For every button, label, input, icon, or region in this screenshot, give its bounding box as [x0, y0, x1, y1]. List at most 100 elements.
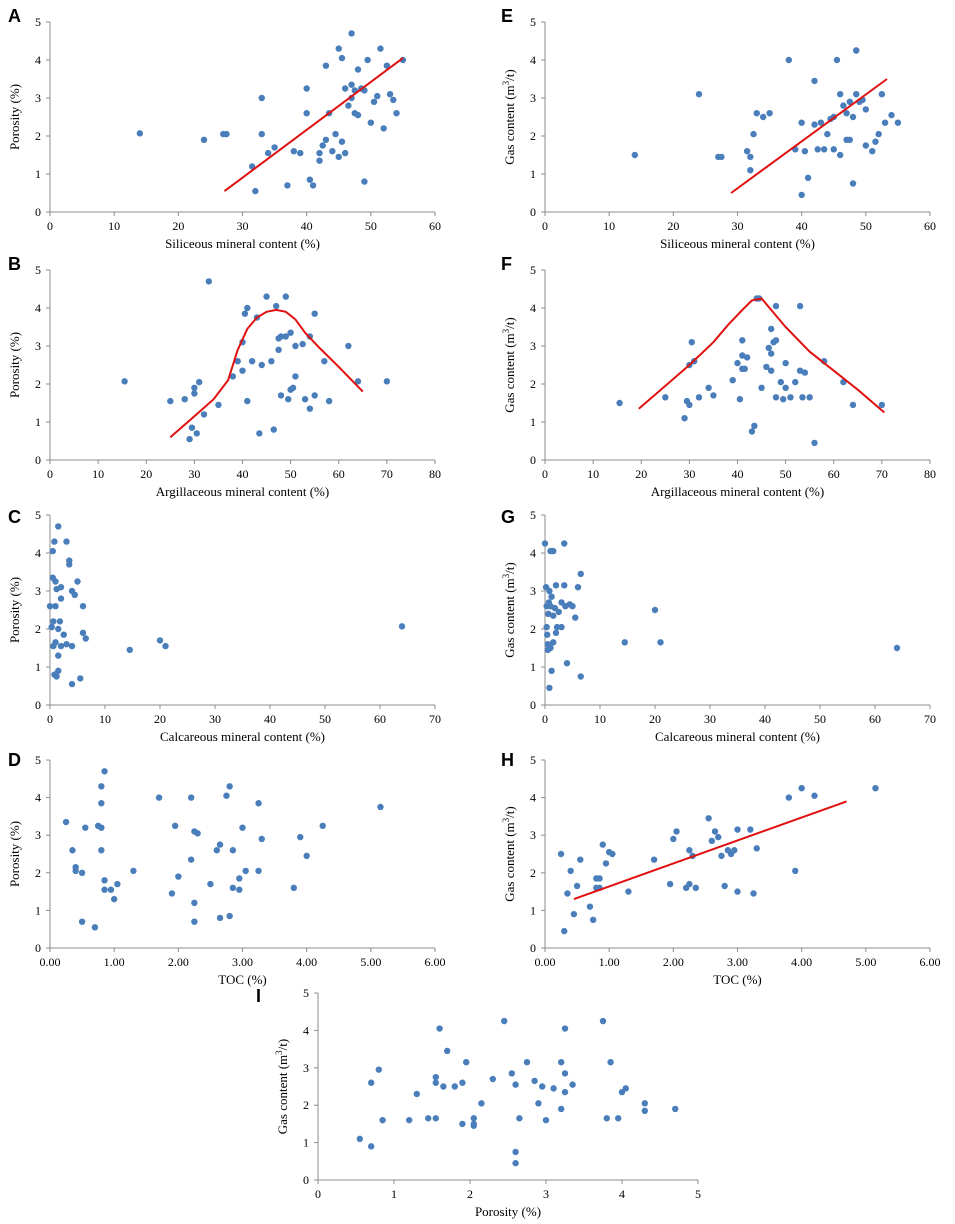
data-point: [60, 631, 67, 638]
data-point: [110, 895, 118, 903]
data-point: [688, 339, 695, 346]
data-point: [52, 603, 59, 610]
data-point: [398, 623, 406, 630]
data-point: [175, 873, 182, 880]
data-point: [718, 852, 725, 860]
data-point: [489, 1075, 496, 1083]
data-point: [338, 54, 346, 62]
data-point: [239, 367, 246, 374]
data-point: [57, 584, 65, 591]
data-point: [444, 1047, 451, 1055]
y-tick-label: 4: [35, 301, 41, 315]
data-point: [766, 110, 773, 117]
x-tick-label: 10: [99, 712, 111, 726]
data-point: [55, 652, 62, 659]
data-point: [743, 148, 751, 155]
data-point: [541, 540, 549, 547]
chart-panel-f: 0 10 20 30 40 50 60 70 80 0 1 2 3 4 5 Argillaceous mine…: [501, 254, 936, 499]
data-point: [223, 792, 230, 799]
data-point: [255, 800, 262, 807]
data-point: [345, 102, 352, 109]
x-axis-label: TOC (%): [713, 972, 762, 987]
data-point: [393, 110, 400, 117]
data-point: [836, 91, 844, 98]
y-axis-label-superscript: 3: [274, 1050, 284, 1055]
y-axis-label: Porosity (%): [7, 577, 22, 643]
data-point: [872, 785, 879, 792]
data-point: [569, 1081, 576, 1088]
data-point: [888, 111, 895, 119]
y-tick-label: 2: [530, 377, 536, 391]
y-axis-label-unit: /t): [502, 806, 517, 818]
data-point: [272, 302, 280, 310]
data-point: [459, 1079, 466, 1086]
data-point: [872, 138, 879, 145]
x-tick-label: 40: [732, 467, 744, 481]
data-point: [785, 794, 793, 801]
data-point: [824, 130, 831, 138]
data-point: [335, 45, 342, 52]
data-point: [367, 119, 375, 126]
data-point: [796, 302, 804, 310]
y-tick-label: 1: [35, 415, 41, 429]
y-tick-label: 2: [530, 129, 536, 143]
data-point: [319, 822, 326, 829]
data-point: [191, 384, 198, 391]
data-point: [561, 1025, 569, 1032]
x-axis-label: Argillaceous mineral content (%): [651, 484, 824, 499]
data-point: [52, 578, 59, 585]
data-point: [311, 310, 318, 317]
data-point: [236, 875, 243, 882]
y-tick-label: 3: [530, 339, 536, 353]
data-point: [284, 182, 291, 189]
y-tick-label: 5: [530, 508, 536, 522]
data-point: [650, 856, 658, 863]
data-point: [535, 1100, 542, 1107]
data-point: [792, 867, 799, 875]
data-point: [798, 191, 805, 199]
data-point: [478, 1100, 485, 1107]
x-axis-label: Siliceous mineral content (%): [165, 236, 320, 251]
data-point: [814, 146, 821, 153]
data-point: [187, 794, 195, 801]
data-point: [193, 430, 200, 437]
x-tick-label: 0: [47, 712, 53, 726]
x-tick-label: 30: [188, 467, 200, 481]
y-tick-label: 0: [35, 941, 41, 955]
data-point: [470, 1120, 477, 1128]
data-point: [753, 110, 760, 117]
data-point: [569, 603, 576, 610]
data-point: [71, 591, 78, 598]
data-point: [552, 582, 560, 589]
data-point: [753, 845, 760, 852]
data-point: [782, 384, 789, 391]
data-point: [101, 768, 108, 775]
data-point: [811, 792, 818, 799]
data-point: [301, 396, 309, 403]
chart-panel-c: 0 10 20 30 40 50 60 70 0 1 2 3 4 5 Calcareous mineral …: [7, 507, 441, 744]
data-point: [156, 637, 164, 644]
data-point: [297, 149, 304, 157]
data-point: [329, 148, 336, 155]
data-point: [747, 826, 754, 833]
y-tick-label: 3: [35, 584, 41, 598]
data-point: [811, 121, 818, 128]
data-point: [74, 578, 81, 585]
y-axis-label: Gas content (m3/t): [501, 806, 517, 901]
y-tick-label: 2: [530, 622, 536, 636]
y-axis-label: Gas content (m3/t): [501, 317, 517, 412]
data-point: [121, 378, 128, 385]
data-point: [573, 882, 581, 890]
y-axis-label-superscript: 3: [501, 573, 511, 578]
x-tick-label: 70: [429, 712, 441, 726]
data-point: [739, 337, 746, 344]
x-tick-label: 40: [264, 712, 276, 726]
panel-label: G: [501, 507, 515, 527]
y-tick-label: 0: [35, 205, 41, 219]
data-point: [686, 880, 693, 888]
x-tick-label: 6.00: [425, 955, 446, 969]
data-point: [787, 394, 794, 401]
y-tick-label: 4: [530, 53, 536, 67]
y-axis-label-text: Gas content (m: [275, 1055, 290, 1134]
y-tick-label: 4: [530, 546, 536, 560]
